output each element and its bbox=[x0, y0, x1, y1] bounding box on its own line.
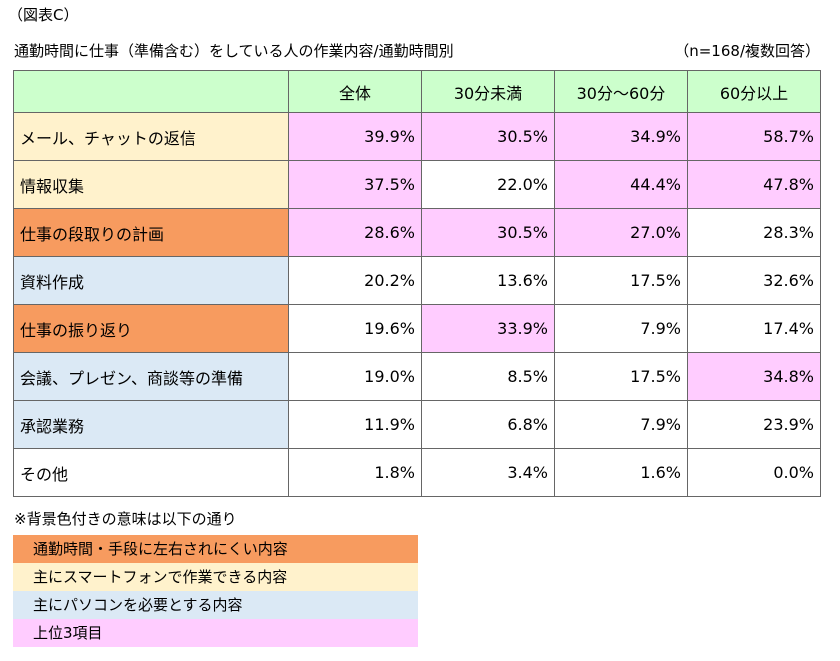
cell: 7.9% bbox=[554, 304, 688, 353]
cell: 47.8% bbox=[687, 160, 821, 209]
row-label: 資料作成 bbox=[13, 256, 289, 305]
header-cell: 全体 bbox=[288, 70, 422, 113]
cell: 30.5% bbox=[421, 112, 555, 161]
cell: 19.6% bbox=[288, 304, 422, 353]
cell: 1.6% bbox=[554, 448, 688, 497]
cell: 6.8% bbox=[421, 400, 555, 449]
table-row: 承認業務 11.9% 6.8% 7.9% 23.9% bbox=[13, 400, 821, 449]
table-row: メール、チャットの返信 39.9% 30.5% 34.9% 58.7% bbox=[13, 112, 821, 161]
cell: 37.5% bbox=[288, 160, 422, 209]
cell: 58.7% bbox=[687, 112, 821, 161]
cell: 1.8% bbox=[288, 448, 422, 497]
cell: 8.5% bbox=[421, 352, 555, 401]
row-label: 仕事の段取りの計画 bbox=[13, 208, 289, 257]
cell: 34.8% bbox=[687, 352, 821, 401]
header-row: 全体 30分未満 30分～60分 60分以上 bbox=[13, 70, 821, 113]
cell: 19.0% bbox=[288, 352, 422, 401]
cell: 11.9% bbox=[288, 400, 422, 449]
legend-item: 主にパソコンを必要とする内容 bbox=[13, 591, 418, 619]
cell: 27.0% bbox=[554, 208, 688, 257]
header-cell: 30分未満 bbox=[421, 70, 555, 113]
header-cell bbox=[13, 70, 289, 113]
legend-item: 上位3項目 bbox=[13, 619, 418, 647]
legend-title: ※背景色付きの意味は以下の通り bbox=[14, 510, 237, 528]
cell: 30.5% bbox=[421, 208, 555, 257]
cell: 0.0% bbox=[687, 448, 821, 497]
cell: 28.3% bbox=[687, 208, 821, 257]
table-row: 仕事の振り返り 19.6% 33.9% 7.9% 17.4% bbox=[13, 304, 821, 353]
cell: 28.6% bbox=[288, 208, 422, 257]
legend: 通勤時間・手段に左右されにくい内容 主にスマートフォンで作業できる内容 主にパソコン… bbox=[13, 535, 418, 647]
cell: 13.6% bbox=[421, 256, 555, 305]
table-row: 資料作成 20.2% 13.6% 17.5% 32.6% bbox=[13, 256, 821, 305]
header-cell: 30分～60分 bbox=[554, 70, 688, 113]
cell: 17.5% bbox=[554, 256, 688, 305]
row-label: その他 bbox=[13, 448, 289, 497]
note: （n=168/複数回答） bbox=[674, 42, 820, 60]
cell: 20.2% bbox=[288, 256, 422, 305]
cell: 17.4% bbox=[687, 304, 821, 353]
table-row: 会議、プレゼン、商談等の準備 19.0% 8.5% 17.5% 34.8% bbox=[13, 352, 821, 401]
header-cell: 60分以上 bbox=[687, 70, 821, 113]
cell: 3.4% bbox=[421, 448, 555, 497]
table-row: その他 1.8% 3.4% 1.6% 0.0% bbox=[13, 448, 821, 497]
cell: 34.9% bbox=[554, 112, 688, 161]
cell: 22.0% bbox=[421, 160, 555, 209]
cell: 7.9% bbox=[554, 400, 688, 449]
table: 全体 30分未満 30分～60分 60分以上 メール、チャットの返信 39.9% 30.5%… bbox=[13, 70, 821, 497]
cell: 32.6% bbox=[687, 256, 821, 305]
cell: 33.9% bbox=[421, 304, 555, 353]
figure-label: （図表C） bbox=[8, 6, 79, 24]
row-label: 情報収集 bbox=[13, 160, 289, 209]
row-label: 承認業務 bbox=[13, 400, 289, 449]
cell: 39.9% bbox=[288, 112, 422, 161]
cell: 44.4% bbox=[554, 160, 688, 209]
cell: 23.9% bbox=[687, 400, 821, 449]
cell: 17.5% bbox=[554, 352, 688, 401]
legend-item: 主にスマートフォンで作業できる内容 bbox=[13, 563, 418, 591]
row-label: 仕事の振り返り bbox=[13, 304, 289, 353]
row-label: 会議、プレゼン、商談等の準備 bbox=[13, 352, 289, 401]
row-label: メール、チャットの返信 bbox=[13, 112, 289, 161]
legend-item: 通勤時間・手段に左右されにくい内容 bbox=[13, 535, 418, 563]
title: 通勤時間に仕事（準備含む）をしている人の作業内容/通勤時間別 bbox=[14, 42, 454, 60]
table-row: 仕事の段取りの計画 28.6% 30.5% 27.0% 28.3% bbox=[13, 208, 821, 257]
table-row: 情報収集 37.5% 22.0% 44.4% 47.8% bbox=[13, 160, 821, 209]
